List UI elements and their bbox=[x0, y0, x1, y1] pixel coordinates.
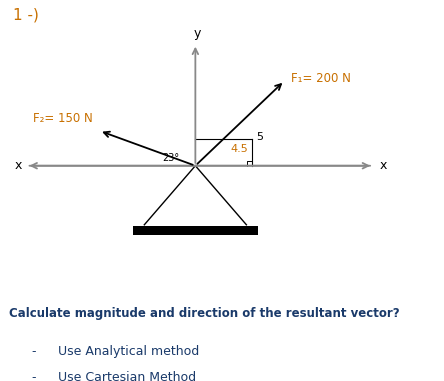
Text: F₂= 150 N: F₂= 150 N bbox=[33, 112, 93, 125]
Text: -: - bbox=[31, 345, 36, 358]
Text: 4.5: 4.5 bbox=[230, 144, 248, 154]
Text: x: x bbox=[380, 159, 387, 172]
Text: x: x bbox=[15, 159, 22, 172]
Text: Use Cartesian Method: Use Cartesian Method bbox=[58, 371, 196, 381]
Text: 5: 5 bbox=[256, 132, 263, 142]
Text: 23°: 23° bbox=[162, 153, 179, 163]
Text: Calculate magnitude and direction of the resultant vector?: Calculate magnitude and direction of the… bbox=[9, 307, 400, 320]
Text: y: y bbox=[194, 27, 201, 40]
Text: -: - bbox=[31, 371, 36, 381]
Bar bbox=[133, 226, 258, 235]
Text: F₁= 200 N: F₁= 200 N bbox=[291, 72, 351, 85]
Text: 1 -): 1 -) bbox=[13, 8, 39, 22]
Text: Use Analytical method: Use Analytical method bbox=[58, 345, 199, 358]
